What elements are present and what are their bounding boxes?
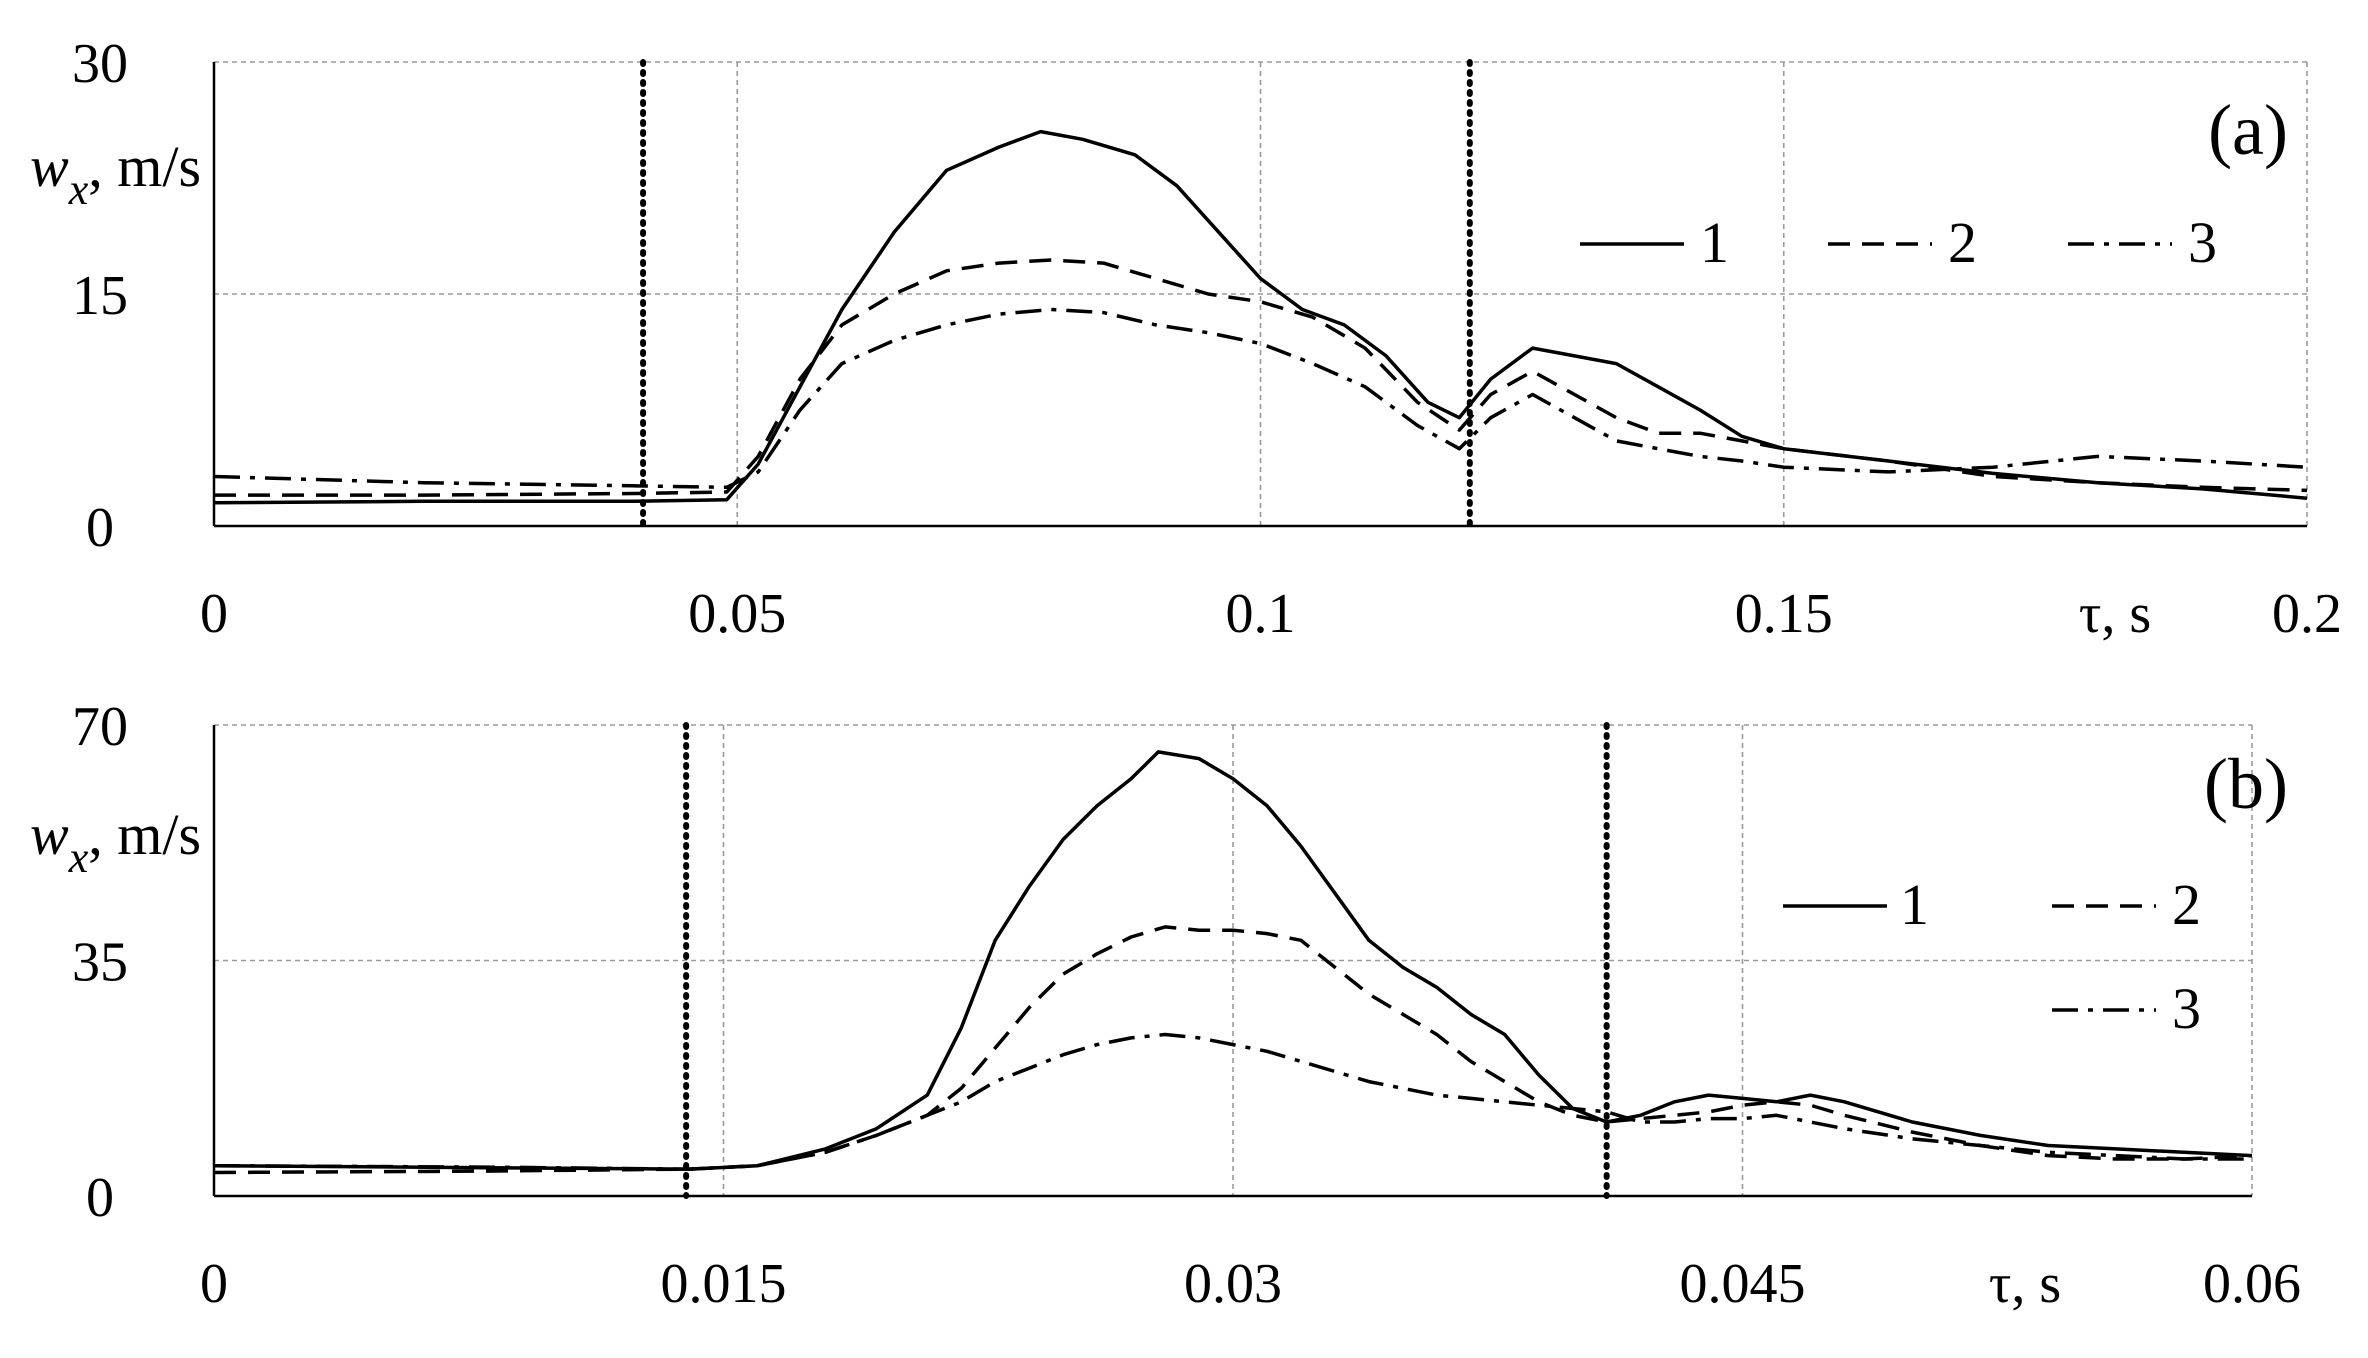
series-line-3 [213, 307, 2308, 490]
x-tick-label: 0.015 [661, 1253, 787, 1315]
y-axis-label: wx, m/s [30, 134, 201, 214]
series-line-1 [213, 129, 2308, 505]
x-tick-label: 0.045 [1680, 1253, 1806, 1315]
y-tick-label: 0 [86, 497, 114, 559]
x-tick-label: 0.1 [1226, 583, 1296, 645]
x-tick-label: 0 [200, 583, 228, 645]
panel-label-b: (b) [2204, 744, 2288, 824]
series-line-3 [213, 1032, 2252, 1171]
y-axis-label: wx, m/s [30, 802, 201, 882]
x-tick-label: 0.2 [2272, 583, 2342, 645]
y-tick-label: 15 [72, 265, 128, 327]
y-tick-label: 35 [72, 932, 128, 994]
y-axis-label-unit: , m/s [88, 134, 201, 199]
x-axis-label: τ, s [2079, 583, 2151, 645]
y-axis-label-subscript: x [68, 165, 89, 214]
series-line-2 [213, 925, 2253, 1175]
panel-b: 0 0.015 0.03 0.045 0.06 0 35 70 τ, s wx, m/s (b) 1 2… [30, 696, 2301, 1315]
x-axis-label: τ, s [1989, 1253, 2061, 1315]
legend-label-2: 2 [2172, 872, 2201, 937]
y-tick-label: 30 [72, 33, 128, 95]
x-tick-label: 0 [200, 1253, 228, 1315]
y-axis-label-main: w [30, 802, 69, 867]
panel-label-a: (a) [2208, 90, 2288, 170]
legend-label-3: 3 [2188, 210, 2217, 275]
legend-label-3: 3 [2172, 976, 2201, 1041]
legend-label-1: 1 [1700, 210, 1729, 275]
x-tick-label: 0.05 [688, 583, 786, 645]
legend-label-1: 1 [1900, 872, 1929, 937]
legend-label-2: 2 [1948, 210, 1977, 275]
series-line-2 [214, 258, 2308, 497]
y-tick-label: 0 [86, 1167, 114, 1229]
y-axis-label-main: w [30, 134, 69, 199]
series-line-1 [213, 750, 2253, 1171]
x-tick-label: 0.06 [2203, 1253, 2301, 1315]
y-axis-label-unit: , m/s [88, 802, 201, 867]
y-tick-label: 70 [72, 696, 128, 758]
panel-a: 0 0.05 0.1 0.15 0.2 0 15 30 τ, s wx, m/s (a) 1 2 3 [30, 33, 2342, 645]
x-tick-label: 0.15 [1735, 583, 1833, 645]
y-axis-label-subscript: x [68, 833, 89, 882]
x-tick-label: 0.03 [1184, 1253, 1282, 1315]
